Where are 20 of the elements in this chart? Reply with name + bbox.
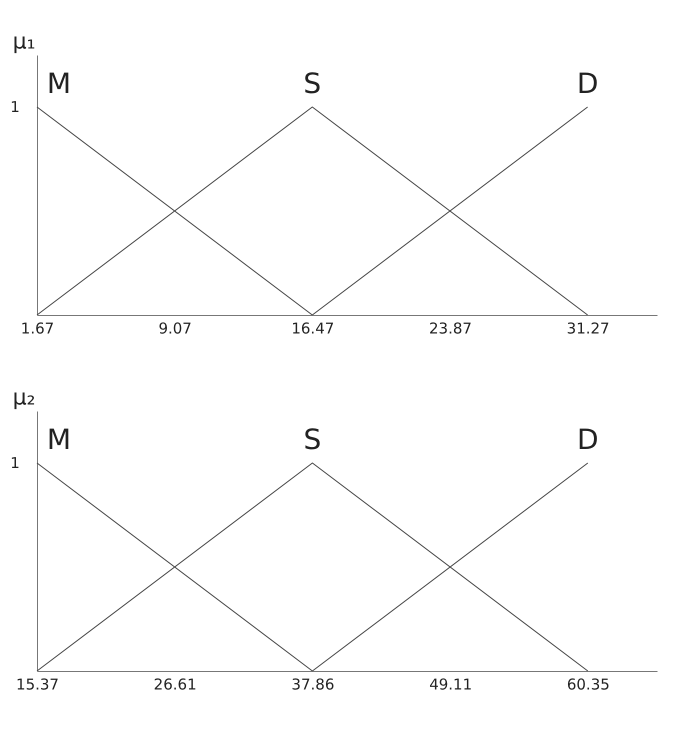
x-tick-label: 26.61 bbox=[154, 676, 197, 694]
x-tick-label: 60.35 bbox=[566, 676, 610, 694]
series-label: S bbox=[304, 423, 322, 456]
text: 1 bbox=[10, 98, 20, 116]
series-label: M bbox=[46, 423, 72, 456]
x-tick-label: 1.67 bbox=[20, 320, 54, 338]
series-label: S bbox=[303, 67, 322, 100]
y-axis-title: μ₁ bbox=[12, 30, 36, 54]
text: 1 bbox=[10, 454, 20, 472]
x-tick-label: 31.27 bbox=[566, 320, 610, 338]
x-tick-label: 16.47 bbox=[291, 320, 334, 338]
x-tick-label: 9.07 bbox=[158, 320, 192, 338]
x-tick-label: 15.37 bbox=[16, 676, 59, 694]
x-tick-label: 37.86 bbox=[291, 676, 334, 694]
series-label: D bbox=[576, 67, 598, 100]
y-axis-title: μ₂ bbox=[12, 386, 36, 410]
series-label: D bbox=[577, 423, 599, 456]
x-tick-label: 23.87 bbox=[428, 320, 472, 338]
series-label: M bbox=[46, 67, 72, 100]
x-tick-label: 49.11 bbox=[429, 676, 472, 694]
